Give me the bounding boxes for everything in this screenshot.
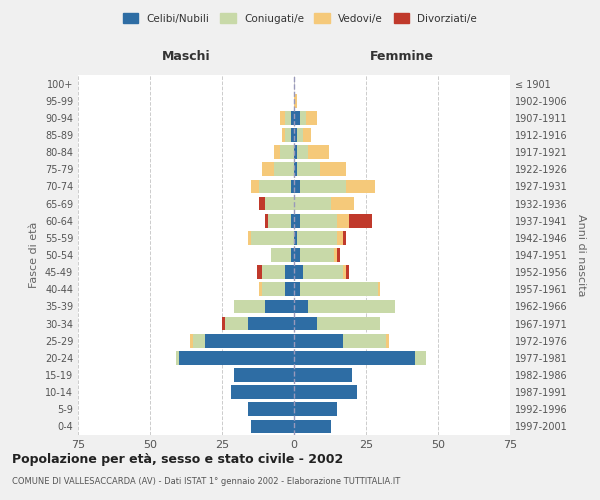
Bar: [294, 94, 297, 108]
Bar: [176, 351, 179, 364]
Bar: [415, 351, 427, 364]
Bar: [265, 196, 294, 210]
Bar: [190, 334, 193, 347]
Bar: [377, 282, 380, 296]
Bar: [262, 266, 286, 279]
Bar: [248, 402, 294, 416]
Text: Popolazione per età, sesso e stato civile - 2002: Popolazione per età, sesso e stato civil…: [12, 452, 343, 466]
Bar: [343, 266, 346, 279]
Bar: [291, 248, 294, 262]
Bar: [251, 231, 294, 244]
Bar: [248, 316, 294, 330]
Bar: [259, 196, 265, 210]
Bar: [294, 316, 317, 330]
Bar: [337, 248, 340, 262]
Bar: [337, 214, 349, 228]
Bar: [294, 180, 300, 194]
Bar: [300, 180, 346, 194]
Bar: [291, 214, 294, 228]
Text: Maschi: Maschi: [161, 50, 211, 63]
Bar: [259, 180, 291, 194]
Bar: [300, 214, 337, 228]
Bar: [294, 231, 297, 244]
Bar: [294, 282, 300, 296]
Y-axis label: Anni di nascita: Anni di nascita: [576, 214, 586, 296]
Bar: [268, 214, 291, 228]
Bar: [271, 248, 291, 262]
Bar: [294, 266, 302, 279]
Bar: [334, 248, 337, 262]
Bar: [294, 146, 297, 159]
Bar: [300, 111, 305, 124]
Bar: [297, 146, 308, 159]
Bar: [280, 146, 294, 159]
Bar: [294, 402, 337, 416]
Bar: [297, 162, 320, 176]
Bar: [294, 334, 343, 347]
Bar: [294, 386, 358, 399]
Bar: [257, 266, 262, 279]
Text: COMUNE DI VALLESACCARDA (AV) - Dati ISTAT 1° gennaio 2002 - Elaborazione TUTTITA: COMUNE DI VALLESACCARDA (AV) - Dati ISTA…: [12, 478, 400, 486]
Bar: [300, 248, 334, 262]
Bar: [294, 368, 352, 382]
Bar: [291, 128, 294, 142]
Bar: [193, 334, 205, 347]
Bar: [308, 146, 329, 159]
Bar: [233, 368, 294, 382]
Bar: [294, 128, 297, 142]
Bar: [297, 231, 337, 244]
Bar: [294, 351, 415, 364]
Bar: [274, 162, 294, 176]
Bar: [179, 351, 294, 364]
Bar: [294, 420, 331, 434]
Bar: [343, 231, 346, 244]
Bar: [280, 111, 286, 124]
Bar: [248, 231, 251, 244]
Bar: [291, 180, 294, 194]
Bar: [294, 111, 300, 124]
Bar: [251, 420, 294, 434]
Bar: [294, 196, 331, 210]
Bar: [294, 300, 308, 314]
Bar: [262, 162, 274, 176]
Bar: [205, 334, 294, 347]
Bar: [294, 248, 300, 262]
Bar: [386, 334, 389, 347]
Bar: [297, 128, 302, 142]
Bar: [305, 111, 317, 124]
Bar: [300, 282, 377, 296]
Bar: [331, 196, 355, 210]
Bar: [286, 111, 291, 124]
Legend: Celibi/Nubili, Coniugati/e, Vedovi/e, Divorziati/e: Celibi/Nubili, Coniugati/e, Vedovi/e, Di…: [119, 10, 481, 26]
Bar: [291, 111, 294, 124]
Bar: [262, 282, 286, 296]
Bar: [283, 128, 286, 142]
Bar: [222, 316, 225, 330]
Bar: [343, 334, 386, 347]
Bar: [265, 300, 294, 314]
Bar: [259, 282, 262, 296]
Bar: [302, 128, 311, 142]
Text: Femmine: Femmine: [370, 50, 434, 63]
Bar: [317, 316, 380, 330]
Bar: [337, 231, 343, 244]
Bar: [346, 266, 349, 279]
Bar: [286, 266, 294, 279]
Bar: [233, 300, 265, 314]
Bar: [230, 386, 294, 399]
Bar: [294, 214, 300, 228]
Bar: [274, 146, 280, 159]
Bar: [265, 214, 268, 228]
Bar: [294, 162, 297, 176]
Bar: [225, 316, 248, 330]
Bar: [308, 300, 395, 314]
Bar: [349, 214, 372, 228]
Bar: [286, 282, 294, 296]
Bar: [302, 266, 343, 279]
Y-axis label: Fasce di età: Fasce di età: [29, 222, 39, 288]
Bar: [320, 162, 346, 176]
Bar: [286, 128, 291, 142]
Bar: [251, 180, 259, 194]
Bar: [346, 180, 374, 194]
